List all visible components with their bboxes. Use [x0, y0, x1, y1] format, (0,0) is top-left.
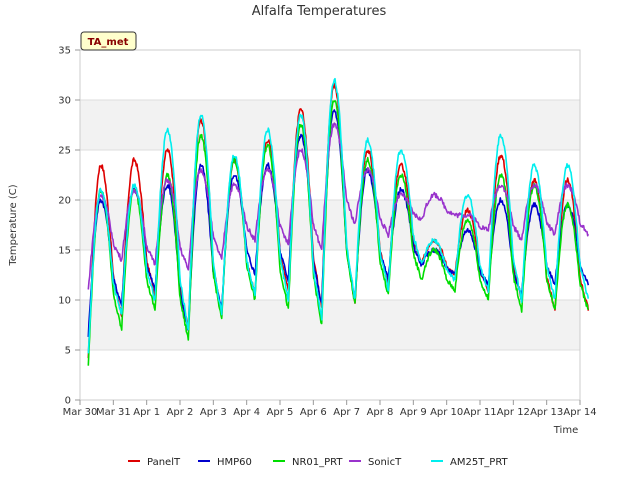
x-tick-label: Apr 5	[267, 407, 294, 418]
x-tick-label: Apr 1	[133, 407, 160, 418]
series-line-hmp60	[87, 109, 590, 337]
legend-label: PanelT	[147, 457, 181, 468]
y-tick-label: 10	[58, 296, 71, 307]
y-tick-label: 30	[58, 96, 71, 107]
legend-label: NR01_PRT	[292, 457, 343, 468]
x-tick-label: Apr 6	[300, 407, 327, 418]
x-tick-label: Apr 8	[367, 407, 394, 418]
y-tick-label: 15	[58, 246, 71, 257]
x-axis-label: Time	[553, 425, 578, 436]
series-layer	[87, 77, 590, 366]
chart-title: Alfalfa Temperatures	[252, 4, 387, 19]
y-tick-label: 5	[65, 346, 71, 357]
x-tick-label: Mar 31	[96, 407, 131, 418]
x-tick-label: Apr 2	[167, 407, 194, 418]
plot-band	[80, 300, 580, 350]
legend-label: AM25T_PRT	[450, 457, 509, 468]
y-axis-label: Temperature (C)	[8, 184, 19, 266]
y-axis-ticks: 0 5 10 15 20 25 30 35	[58, 46, 80, 407]
y-tick-label: 0	[65, 396, 71, 407]
x-tick-label: Apr 12	[497, 407, 530, 418]
x-tick-label: Apr 4	[233, 407, 260, 418]
series-line-am25t-prt	[87, 77, 590, 354]
x-tick-label: Apr 13	[530, 407, 563, 418]
x-tick-label: Apr 7	[333, 407, 360, 418]
y-tick-label: 25	[58, 146, 71, 157]
x-tick-label: Apr 10	[430, 407, 463, 418]
y-tick-label: 35	[58, 46, 71, 57]
legend: PanelT HMP60 NR01_PRT SonicT AM25T_PRT	[128, 457, 509, 468]
x-tick-label: Apr 3	[200, 407, 227, 418]
x-tick-label: Apr 14	[563, 407, 596, 418]
badge-text: TA_met	[88, 37, 129, 48]
x-tick-label: Apr 11	[463, 407, 496, 418]
badge: TA_met	[80, 31, 137, 51]
legend-label: SonicT	[368, 457, 402, 468]
series-line-sonict	[87, 122, 590, 290]
y-tick-label: 20	[58, 196, 71, 207]
legend-label: HMP60	[217, 457, 252, 468]
x-tick-label: Mar 30	[63, 407, 98, 418]
x-tick-label: Apr 9	[400, 407, 427, 418]
